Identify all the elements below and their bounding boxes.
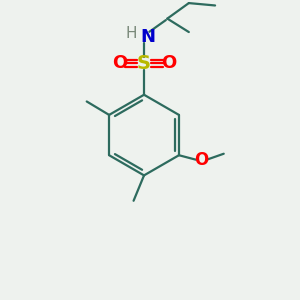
Text: O: O bbox=[112, 54, 127, 72]
Text: O: O bbox=[194, 151, 208, 169]
Text: O: O bbox=[161, 54, 176, 72]
Text: N: N bbox=[140, 28, 155, 46]
Text: S: S bbox=[137, 54, 151, 73]
Text: H: H bbox=[126, 26, 137, 41]
